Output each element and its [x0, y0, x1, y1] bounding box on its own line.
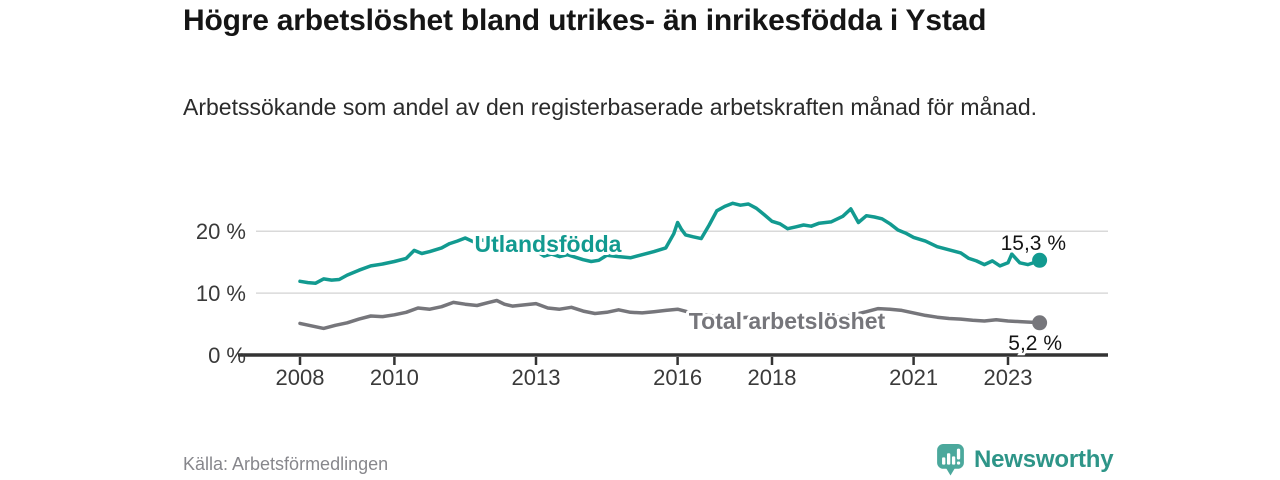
end-value-label-utlandsf-dda: 15,3 % [1001, 232, 1066, 255]
x-axis-tick-label: 2008 [276, 365, 325, 390]
chart-subtitle: Arbetssökande som andel av den registerb… [183, 94, 1038, 120]
x-axis-tick-label: 2016 [653, 365, 702, 390]
x-axis-tick-label: 2021 [889, 365, 938, 390]
newsworthy-logo[interactable]: Newsworthy [936, 443, 1114, 477]
series-label-total-arbetsl-shet: Total arbetslöshet [689, 308, 886, 334]
x-axis-tick-label: 2010 [370, 365, 419, 390]
series-line-utlandsf-dda [298, 201, 1042, 285]
newsworthy-logo-icon [937, 444, 964, 476]
newsworthy-wordmark: Newsworthy [974, 446, 1114, 473]
x-axis-tick-label: 2018 [748, 365, 797, 390]
series-line-total-arbetsl-shet [298, 298, 1042, 331]
y-axis-tick-label: 0 % [208, 343, 246, 368]
end-value-label-total-arbetsl-shet: 5,2 % [1008, 332, 1062, 355]
x-axis-tick-label: 2013 [512, 365, 561, 390]
source-note: Källa: Arbetsförmedlingen [183, 454, 389, 474]
series-end-dot-total-arbetsl-shet [1032, 315, 1048, 331]
series-label-utlandsf-dda: Utlandsfödda [475, 231, 622, 257]
y-axis-tick-label: 20 % [196, 219, 246, 244]
chart-title: Högre arbetslöshet bland utrikes- än inr… [183, 4, 987, 37]
series-end-dot-utlandsf-dda [1032, 252, 1048, 268]
x-axis-tick-label: 2023 [984, 365, 1033, 390]
y-axis-tick-label: 10 % [196, 281, 246, 306]
